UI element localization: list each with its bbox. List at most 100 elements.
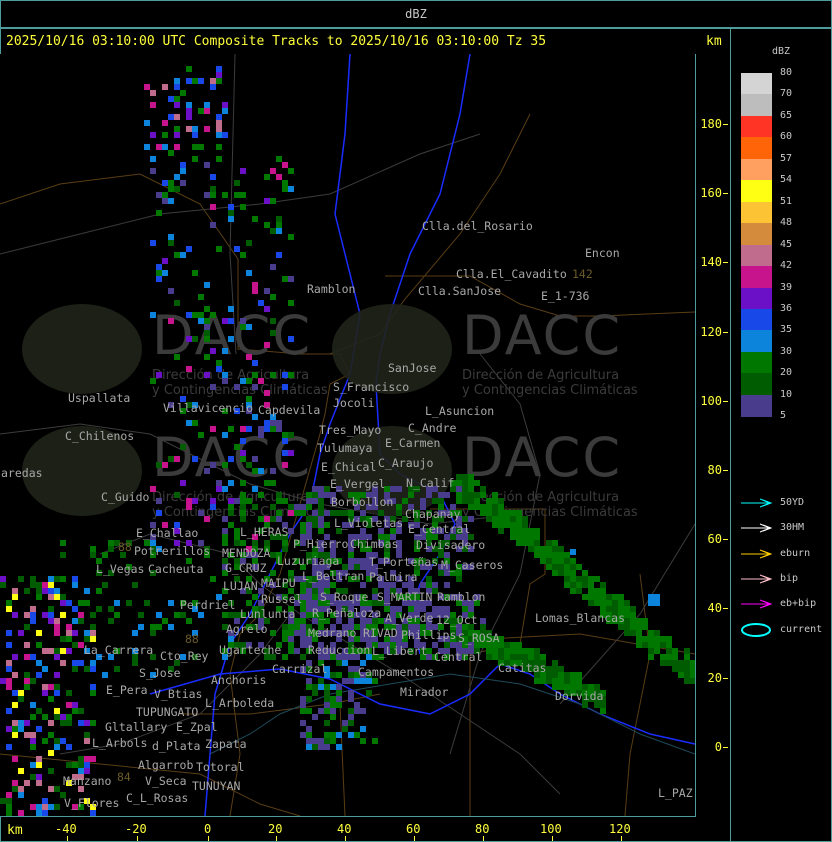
radar-echo xyxy=(66,648,72,654)
radar-echo xyxy=(324,558,330,564)
radar-echo xyxy=(438,510,444,516)
radar-echo xyxy=(450,594,456,600)
radar-echo xyxy=(312,570,318,576)
radar-echo xyxy=(420,582,426,588)
radar-echo xyxy=(234,408,240,414)
radar-echo xyxy=(510,516,516,522)
radar-echo xyxy=(300,510,306,516)
radar-echo xyxy=(306,708,312,714)
radar-echo xyxy=(360,726,366,732)
radar-echo xyxy=(552,570,558,576)
radar-echo xyxy=(468,534,474,540)
radar-echo xyxy=(294,594,300,600)
radar-echo xyxy=(186,246,192,252)
radar-echo xyxy=(150,624,156,630)
radar-echo xyxy=(90,636,96,642)
radar-echo xyxy=(84,648,90,654)
place-label: TUPUNGATO xyxy=(136,705,199,719)
radar-echo xyxy=(348,510,354,516)
radar-echo xyxy=(378,582,384,588)
radar-echo xyxy=(516,516,522,522)
place-label: L_Violetas xyxy=(334,516,404,530)
radar-echo xyxy=(204,468,210,474)
radar-echo xyxy=(294,618,300,624)
radar-echo xyxy=(528,528,534,534)
radar-echo xyxy=(288,588,294,594)
radar-echo xyxy=(78,774,84,780)
radar-echo xyxy=(462,600,468,606)
radar-echo xyxy=(162,120,168,126)
radar-echo xyxy=(450,642,456,648)
radar-echo xyxy=(438,594,444,600)
radar-echo xyxy=(318,630,324,636)
radar-echo xyxy=(168,96,174,102)
radar-map[interactable]: DACC Dirección de Agricultura y Contingenc… xyxy=(0,54,696,817)
radar-echo xyxy=(36,810,42,816)
radar-echo xyxy=(54,690,60,696)
radar-echo xyxy=(306,684,312,690)
radar-echo xyxy=(438,606,444,612)
radar-echo xyxy=(348,630,354,636)
place-label: C_Araujo xyxy=(378,456,434,470)
radar-echo xyxy=(144,84,150,90)
radar-echo xyxy=(222,624,228,630)
radar-echo xyxy=(222,486,228,492)
radar-echo xyxy=(36,780,42,786)
radar-echo xyxy=(450,486,456,492)
radar-echo xyxy=(306,528,312,534)
radar-echo xyxy=(360,612,366,618)
radar-echo xyxy=(312,582,318,588)
radar-echo xyxy=(522,522,528,528)
radar-echo xyxy=(222,108,228,114)
radar-echo xyxy=(48,588,54,594)
radar-echo xyxy=(348,678,354,684)
radar-echo xyxy=(414,486,420,492)
radar-echo xyxy=(90,546,96,552)
radar-echo xyxy=(78,642,84,648)
radar-echo xyxy=(474,492,480,498)
radar-echo xyxy=(204,552,210,558)
radar-echo xyxy=(414,600,420,606)
radar-echo xyxy=(54,672,60,678)
radar-echo xyxy=(432,516,438,522)
radar-echo xyxy=(456,528,462,534)
radar-echo xyxy=(288,168,294,174)
radar-echo xyxy=(72,666,78,672)
radar-echo xyxy=(162,258,168,264)
radar-echo xyxy=(132,582,138,588)
radar-echo xyxy=(294,558,300,564)
radar-echo xyxy=(318,504,324,510)
radar-echo xyxy=(54,624,60,630)
radar-echo xyxy=(6,678,12,684)
radar-echo xyxy=(108,606,114,612)
radar-echo xyxy=(270,630,276,636)
radar-echo xyxy=(360,594,366,600)
radar-echo xyxy=(684,666,690,672)
radar-echo xyxy=(240,450,246,456)
legend-value: 51 xyxy=(780,196,793,207)
place-label: Chimbas xyxy=(350,537,399,551)
radar-echo xyxy=(228,210,234,216)
radar-echo xyxy=(240,642,246,648)
radar-echo xyxy=(126,600,132,606)
radar-echo xyxy=(516,510,522,516)
radar-echo xyxy=(156,276,162,282)
radar-echo xyxy=(432,534,438,540)
radar-echo xyxy=(30,678,36,684)
radar-echo xyxy=(378,642,384,648)
radar-echo xyxy=(468,612,474,618)
radar-echo xyxy=(84,720,90,726)
radar-echo xyxy=(252,414,258,420)
radar-echo xyxy=(270,582,276,588)
road-line xyxy=(229,54,237,355)
radar-echo xyxy=(90,552,96,558)
place-label: E_Carmen xyxy=(385,436,441,450)
radar-echo xyxy=(426,654,432,660)
radar-echo xyxy=(24,780,30,786)
radar-echo xyxy=(432,612,438,618)
radar-echo xyxy=(132,654,138,660)
radar-echo xyxy=(222,102,228,108)
radar-echo xyxy=(438,624,444,630)
radar-echo xyxy=(180,654,186,660)
radar-echo xyxy=(324,696,330,702)
